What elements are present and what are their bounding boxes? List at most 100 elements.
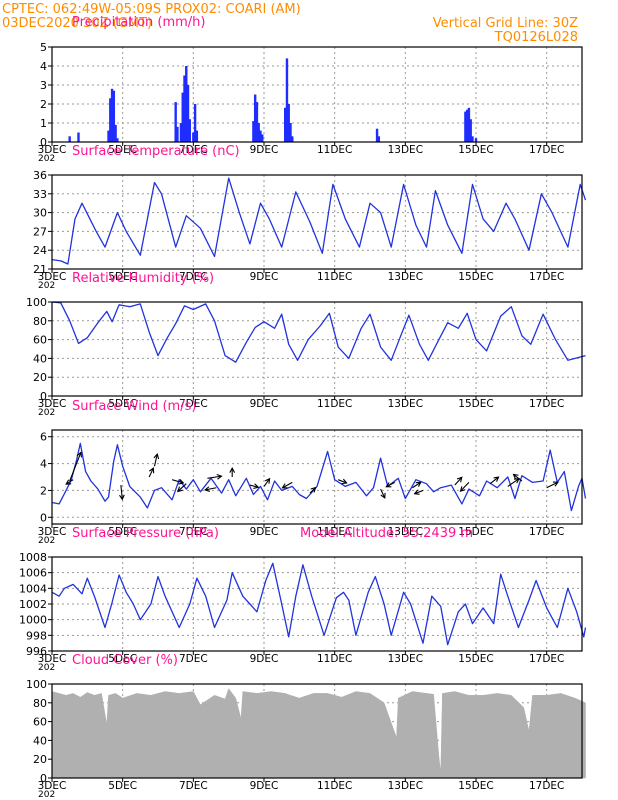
precip-bar	[114, 124, 117, 142]
x-tick-label: 15DEC	[458, 398, 493, 410]
panel-cloud: 0 20 40 60 80 100 3DEC 5DEC 7DEC 9DEC 11DEC 13DEC 15…	[26, 653, 586, 800]
x-tick-label: 7DEC	[179, 526, 208, 538]
x-tick-label: 9DEC	[250, 144, 279, 156]
wind-vector-head	[119, 494, 125, 501]
wind-vector	[309, 487, 316, 494]
pressure-subtitle: Model Altitude: 55.2439 m	[300, 526, 473, 541]
plot-frame	[51, 683, 583, 779]
header-grid-line: Vertical Grid Line: 30Z	[433, 16, 578, 31]
y-tick-label: 2	[40, 484, 47, 497]
y-tick-label: 3	[40, 79, 47, 92]
y-tick-label: 33	[33, 188, 47, 201]
x-tick-label: 17DEC	[529, 144, 564, 156]
header-station: CPTEC: 062:49W-05:09S PROX02: COARI (AM)	[2, 2, 301, 17]
x-year-label: 202	[38, 663, 55, 673]
wind-vector-head	[281, 483, 288, 489]
pressure-title: Surface Pressure (hPa)	[72, 526, 219, 541]
wind-vector	[380, 488, 386, 499]
y-tick-label: 1008	[19, 551, 47, 564]
rh-series-line	[51, 301, 586, 363]
header-model-code: TQ0126L028	[494, 30, 578, 45]
x-tick-label: 3DEC	[38, 780, 67, 792]
x-tick-label: 11DEC	[317, 398, 352, 410]
x-year-label: 202	[38, 536, 55, 546]
precip-bar	[107, 130, 110, 142]
precip-bar	[291, 136, 294, 142]
precip-bar	[469, 119, 472, 142]
x-year-label: 202	[38, 408, 55, 418]
wind-vector	[148, 467, 154, 478]
wind-vector-head	[153, 453, 160, 460]
temp-title: Surface Temperature (nC)	[72, 144, 240, 159]
x-year-label: 202	[38, 154, 55, 164]
x-tick-label: 9DEC	[250, 653, 279, 665]
wind-vector	[546, 481, 559, 489]
precip-bar	[188, 119, 191, 142]
y-tick-label: 80	[33, 315, 47, 328]
x-tick-label: 3DEC	[38, 398, 67, 410]
precip-bar	[110, 88, 114, 142]
x-tick-label: 3DEC	[38, 144, 67, 156]
y-tick-label: 6	[40, 431, 47, 444]
panel-pressure: 996 998 1000 1002 1004 1006 1008 3DEC 5DEC 7DEC 9D…	[19, 526, 587, 673]
y-tick-label: 21	[33, 263, 47, 276]
precip-bar	[467, 107, 471, 142]
panels: 0 1 2 3 4 5 3DEC 5DEC 7DEC 9DEC 11DEC 13DEC 15DEC 17D…	[19, 15, 587, 800]
y-tick-label: 1	[40, 117, 47, 130]
x-tick-label: 13DEC	[388, 271, 423, 283]
wind-vector	[282, 481, 293, 489]
x-tick-label: 9DEC	[250, 398, 279, 410]
wind-vector-head	[65, 479, 72, 485]
x-tick-label: 7DEC	[179, 653, 208, 665]
x-tick-label: 11DEC	[317, 271, 352, 283]
wind-vector	[489, 476, 499, 485]
y-tick-label: 20	[33, 753, 47, 766]
wind-vector	[513, 473, 523, 482]
precip-bar	[195, 130, 199, 142]
wind-vector	[507, 478, 520, 487]
x-tick-label: 7DEC	[179, 144, 208, 156]
x-tick-label: 3DEC	[38, 653, 67, 665]
x-tick-label: 5DEC	[108, 526, 137, 538]
y-tick-label: 1004	[19, 582, 47, 595]
y-tick-label: 998	[26, 629, 47, 642]
temp-series-line	[51, 177, 587, 265]
precip-bar	[181, 92, 184, 142]
y-tick-label: 20	[33, 371, 47, 384]
precip-bar	[465, 109, 469, 142]
y-tick-label: 0	[40, 390, 47, 403]
y-tick-label: 4	[40, 458, 47, 471]
precip-bar	[116, 138, 119, 142]
x-tick-label: 13DEC	[388, 144, 423, 156]
x-tick-label: 5DEC	[108, 398, 137, 410]
wind-vector	[414, 489, 424, 495]
x-tick-label: 17DEC	[529, 526, 564, 538]
wind-vector-head	[493, 476, 500, 482]
x-tick-label: 5DEC	[108, 271, 137, 283]
precip-bar	[257, 123, 260, 142]
wind-vector-head	[310, 486, 317, 493]
plot-frame	[51, 46, 583, 143]
x-tick-label: 13DEC	[388, 653, 423, 665]
wind-vector-head	[203, 486, 211, 492]
x-tick-label: 15DEC	[458, 780, 493, 792]
precip-bar	[179, 123, 183, 142]
y-tick-label: 1002	[19, 598, 47, 611]
x-tick-label: 5DEC	[108, 780, 137, 792]
x-tick-label: 7DEC	[179, 780, 208, 792]
x-tick-label: 9DEC	[250, 780, 279, 792]
y-tick-label: 24	[33, 244, 47, 257]
grid-precip	[52, 46, 582, 143]
precip-bar	[377, 136, 381, 142]
precip-bar	[252, 121, 255, 142]
y-tick-label: 0	[40, 511, 47, 524]
wind-vector	[207, 475, 222, 479]
panel-wind: 0 2 4 6 3DEC 5DEC 7DEC 9DEC 11DEC 13DEC 15DEC 17DEC…	[38, 399, 587, 546]
wind-vector	[412, 481, 422, 489]
y-tick-label: 60	[33, 334, 47, 347]
y-tick-label: 4	[40, 60, 47, 73]
wind-vector	[204, 487, 217, 491]
precip-bar	[287, 104, 290, 142]
plot-frame	[51, 301, 583, 397]
x-tick-label: 5DEC	[108, 653, 137, 665]
